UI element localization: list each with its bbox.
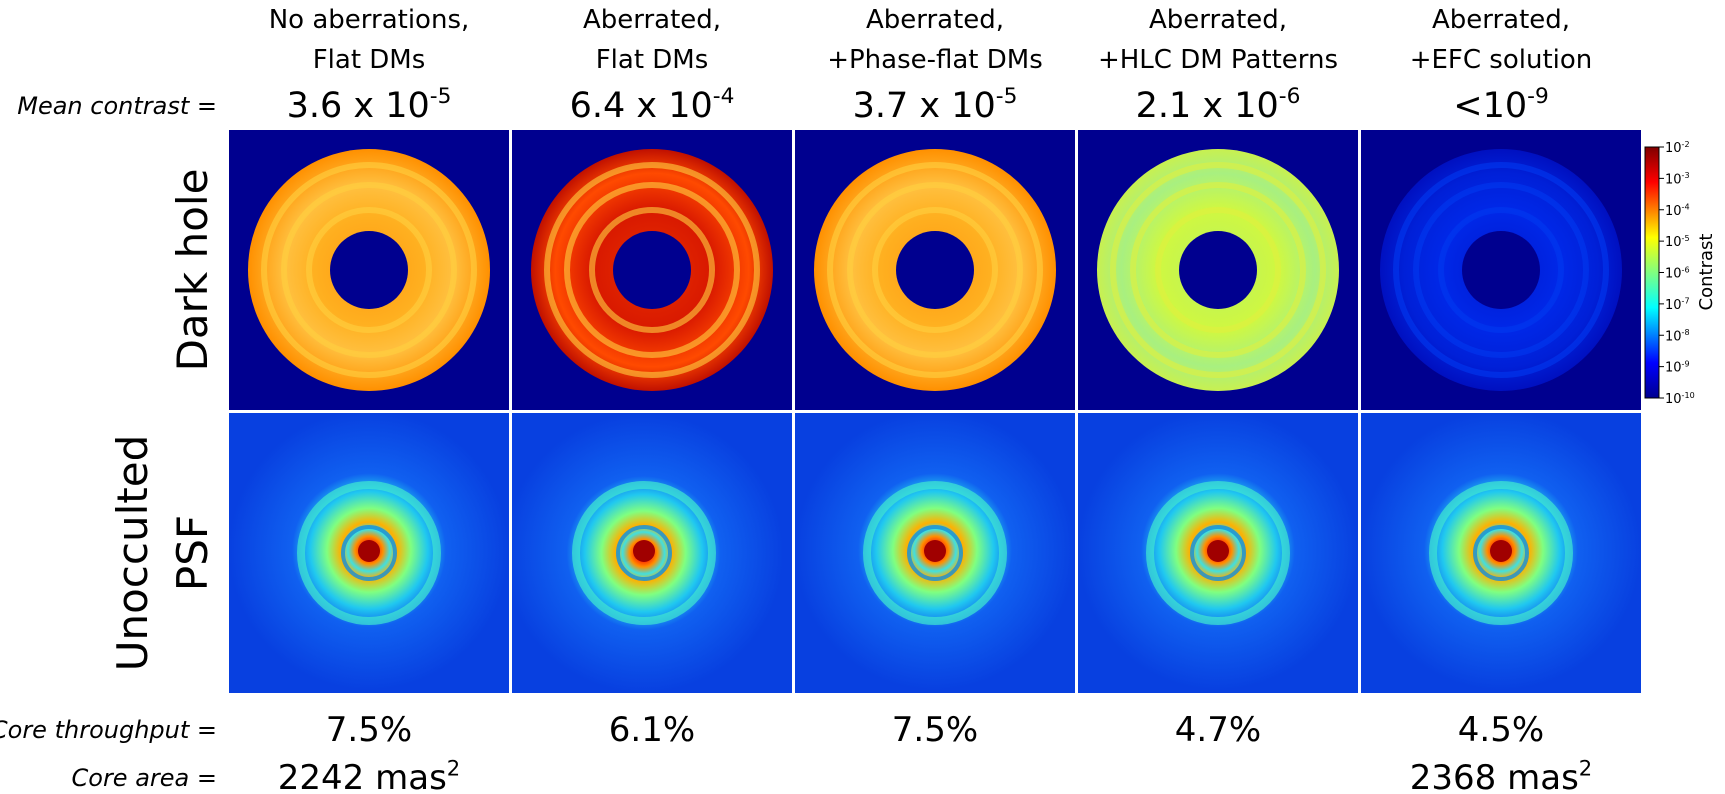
column-title: Aberrated, <box>866 5 1004 35</box>
core-area-label: Core area = <box>72 764 218 792</box>
colorbar-tick-label-exp: -5 <box>1682 234 1690 243</box>
mean-contrast-exp: -5 <box>996 84 1018 109</box>
column-title: +EFC solution <box>1410 45 1593 75</box>
colorbar-tick-label-exp: -7 <box>1682 297 1690 306</box>
colorbar-label: Contrast <box>1696 234 1717 311</box>
colorbar-tick-label: 10-8 <box>1665 328 1690 344</box>
colorbar-tick-label-base: 10 <box>1665 235 1682 250</box>
core-throughput: 4.7% <box>1175 710 1261 750</box>
colorbar-tick-label: 10-2 <box>1665 140 1690 156</box>
core-area-base: 2368 mas <box>1410 758 1579 794</box>
mean-contrast: 2.1 x 10-6 <box>1136 84 1301 126</box>
colorbar-tick-label-base: 10 <box>1665 267 1682 282</box>
colorbar-tick-label: 10-7 <box>1665 297 1690 313</box>
dark-hole-center <box>1179 231 1257 309</box>
colorbar-tick-label-base: 10 <box>1665 329 1682 344</box>
dark-hole-center <box>330 231 408 309</box>
core-throughput: 7.5% <box>892 710 978 750</box>
mean-contrast-label: Mean contrast = <box>17 92 217 120</box>
core-throughput-label: Core throughput = <box>0 716 217 744</box>
colorbar-tick-label-exp: -9 <box>1682 359 1690 368</box>
figure: Mean contrast = Core throughput = Core are… <box>0 0 1725 794</box>
colorbar-tick-label: 10-10 <box>1665 391 1695 407</box>
colorbar-tick-label-exp: -6 <box>1682 265 1690 274</box>
core-area-exp: 2 <box>447 755 460 780</box>
mean-contrast: 3.7 x 10-5 <box>853 84 1018 126</box>
core-throughput: 6.1% <box>609 710 695 750</box>
psf-core <box>1207 540 1229 562</box>
row-label: Unocculted <box>108 435 157 672</box>
mean-contrast-base: 3.6 x 10 <box>287 86 430 126</box>
colorbar-tick-label-exp: -10 <box>1682 391 1695 400</box>
column-title: Aberrated, <box>583 5 721 35</box>
colorbar-tick-label-exp: -8 <box>1682 328 1690 337</box>
mean-contrast: <10-9 <box>1453 84 1549 126</box>
dark-hole-center <box>613 231 691 309</box>
colorbar-tick-label: 10-3 <box>1665 171 1690 187</box>
mean-contrast-exp: -4 <box>713 84 735 109</box>
column-title: Flat DMs <box>313 45 426 75</box>
psf-core <box>633 540 655 562</box>
dark-hole-center <box>1462 231 1540 309</box>
colorbar-tick-label-base: 10 <box>1665 392 1682 407</box>
mean-contrast-base: 2.1 x 10 <box>1136 86 1279 126</box>
mean-contrast-exp: -9 <box>1527 84 1549 109</box>
dark-hole-center <box>896 231 974 309</box>
column-title: No aberrations, <box>269 5 470 35</box>
core-throughput: 7.5% <box>326 710 412 750</box>
column-title: Flat DMs <box>596 45 709 75</box>
colorbar-tick-label-exp: -4 <box>1682 203 1690 212</box>
column-title: Aberrated, <box>1149 5 1287 35</box>
colorbar-tick-label-exp: -3 <box>1682 171 1690 180</box>
colorbar-tick-label-base: 10 <box>1665 298 1682 313</box>
mean-contrast: 6.4 x 10-4 <box>570 84 735 126</box>
mean-contrast-base: 3.7 x 10 <box>853 86 996 126</box>
colorbar-tick-label-base: 10 <box>1665 361 1682 376</box>
colorbar-tick-label-base: 10 <box>1665 204 1682 219</box>
column-title: +Phase-flat DMs <box>827 45 1043 75</box>
row-label: Dark hole <box>168 169 217 372</box>
psf-core <box>358 540 380 562</box>
mean-contrast-exp: -6 <box>1279 84 1301 109</box>
colorbar <box>1645 147 1659 398</box>
psf-core <box>1490 540 1512 562</box>
colorbar-tick-label: 10-9 <box>1665 359 1690 375</box>
mean-contrast: 3.6 x 10-5 <box>287 84 452 126</box>
core-area-base: 2242 mas <box>278 758 447 794</box>
core-throughput: 4.5% <box>1458 710 1544 750</box>
colorbar-tick-label-base: 10 <box>1665 141 1682 156</box>
colorbar-tick-label: 10-5 <box>1665 234 1690 250</box>
colorbar-tick-label-exp: -2 <box>1682 140 1690 149</box>
mean-contrast-base: 6.4 x 10 <box>570 86 713 126</box>
colorbar-tick-label: 10-6 <box>1665 265 1690 281</box>
mean-contrast-exp: -5 <box>430 84 452 109</box>
mean-contrast-base: <10 <box>1453 86 1527 126</box>
psf-core <box>924 540 946 562</box>
core-area-exp: 2 <box>1579 755 1592 780</box>
colorbar-tick-label: 10-4 <box>1665 203 1690 219</box>
column-title: Aberrated, <box>1432 5 1570 35</box>
row-label: PSF <box>168 515 217 591</box>
column-title: +HLC DM Patterns <box>1098 45 1338 75</box>
core-area: 2242 mas2 <box>278 755 460 794</box>
core-area: 2368 mas2 <box>1410 755 1592 794</box>
colorbar-tick-label-base: 10 <box>1665 172 1682 187</box>
